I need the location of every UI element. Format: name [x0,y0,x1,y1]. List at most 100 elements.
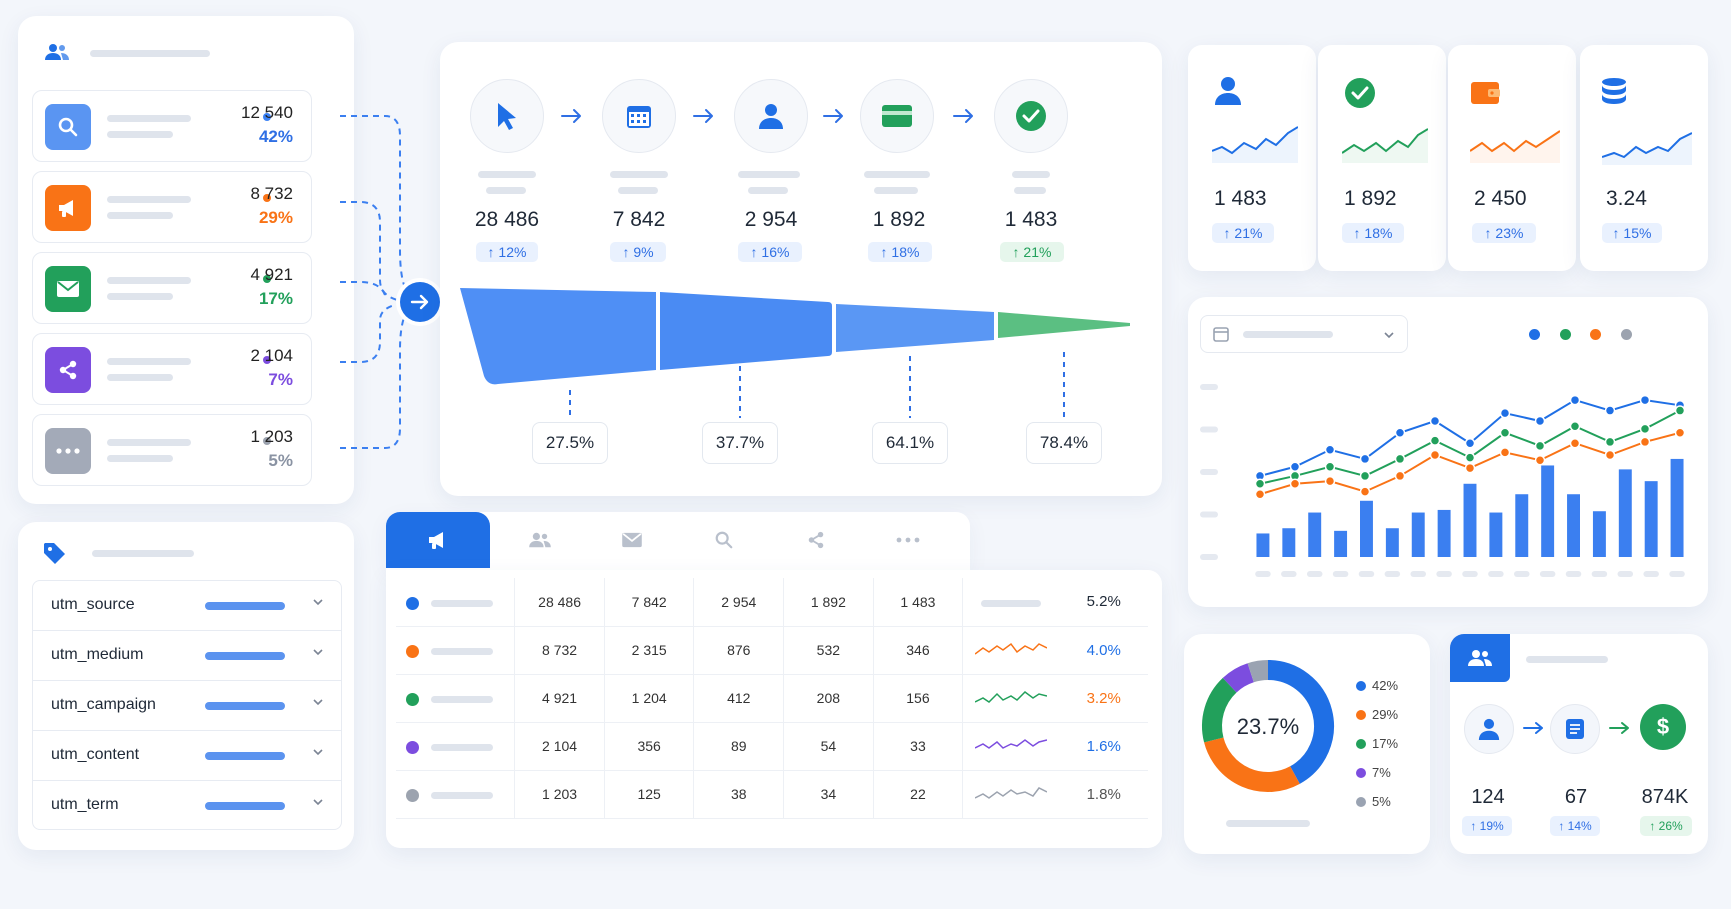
conversion-rate-cell: 5.2% [1059,578,1148,627]
chart-point [1499,427,1511,439]
source-row-other[interactable]: 1 203 5% [32,414,312,486]
tab-more[interactable] [860,512,956,568]
share-icon [808,531,824,549]
source-row-social[interactable]: 2 104 7% [32,333,312,405]
kpi-card[interactable]: 1 892 ↑ 18% [1318,45,1446,271]
arrow-right-icon[interactable] [400,282,440,322]
tab-search[interactable] [676,512,772,568]
channel-name-cell [396,626,516,675]
trend-cell [962,722,1060,771]
chart-point [1464,452,1476,463]
chart-bar [1541,465,1555,557]
x-tick-placeholder [1565,571,1582,577]
tab-email[interactable] [584,512,680,568]
chart-bar [1489,512,1503,557]
chevron-down-icon[interactable] [311,745,325,759]
x-tick-placeholder [1617,571,1634,577]
table-row[interactable]: 8 732 2 315 876 532 346 4.0% [396,626,1148,675]
chart-bar [1463,483,1477,557]
table-row[interactable]: 2 104 356 89 54 33 1.6% [396,722,1148,771]
channel-table-panel: 28 486 7 842 2 954 1 892 1 483 5.2% 8 732 2 315… [386,512,1162,848]
source-value: 4 921 [250,265,293,284]
table-cell: 1 203 [514,770,605,819]
tag-icon [44,543,65,564]
chart-point [1429,415,1441,427]
legend-item: 5% [1356,792,1391,812]
legend-dot [263,113,271,121]
chevron-down-icon[interactable] [311,795,325,809]
source-percent: 5% [268,451,293,470]
table-cell: 156 [873,674,964,723]
chart-bar [1644,481,1658,557]
table-cell: 412 [693,674,785,723]
tab-bar [386,512,970,570]
chart-point [1639,394,1651,406]
user-icon [1215,77,1241,105]
chevron-down-icon[interactable] [311,595,325,609]
users-icon [1468,650,1492,666]
search-icon [45,104,91,150]
chart-point [1534,415,1546,427]
panel-title-placeholder [92,550,194,557]
kpi-value: 1 892 [1344,187,1397,210]
chart-point [1324,475,1336,487]
chart-bar [1334,530,1348,557]
legend-item: 7% [1356,763,1391,783]
chevron-down-icon[interactable] [311,695,325,709]
utm-param-label: utm_campaign [51,696,156,713]
megaphone-icon [429,532,443,549]
conversion-rate: 37.7% [702,422,778,464]
tab-social[interactable] [768,512,864,568]
x-tick-placeholder [1306,571,1323,577]
chart-point [1464,437,1476,449]
utm-row[interactable]: utm_source [32,580,342,630]
kpi-value: 3.24 [1606,187,1647,210]
channel-table-body: 28 486 7 842 2 954 1 892 1 483 5.2% 8 732 2 315… [386,570,1162,848]
source-row-ads[interactable]: 8 732 29% [32,171,312,243]
utm-row[interactable]: utm_term [32,780,342,830]
calendar-icon [602,79,676,153]
source-row-email[interactable]: 4 921 17% [32,252,312,324]
check-icon [994,79,1068,153]
table-row[interactable]: 1 203 125 38 34 22 1.8% [396,770,1148,819]
flow-header-icon [1450,634,1510,682]
tab-ads[interactable] [386,512,490,568]
utm-row[interactable]: utm_campaign [32,680,342,730]
date-range-select[interactable] [1200,315,1408,353]
table-cell: 89 [693,722,785,771]
flow-change: ↑ 14% [1550,816,1600,836]
source-value: 2 104 [250,346,293,365]
channel-dot [406,596,419,610]
trend-chart-card [1188,297,1708,607]
utm-param-label: utm_term [51,796,119,813]
chart-point [1674,405,1686,416]
kpi-card[interactable]: 2 450 ↑ 23% [1448,45,1576,271]
kpi-card[interactable]: 3.24 ↑ 15% [1580,45,1708,271]
table-cell: 4 921 [514,674,605,723]
trend-cell [962,578,1060,627]
trend-cell [962,674,1060,723]
table-cell: 34 [783,770,874,819]
kpi-card[interactable]: 1 483 ↑ 21% [1188,45,1316,271]
legend-dot [263,437,271,445]
tab-audience[interactable] [492,512,588,568]
table-row[interactable]: 4 921 1 204 412 208 156 3.2% [396,674,1148,723]
chevron-down-icon[interactable] [311,645,325,659]
mail-icon [45,266,91,312]
chart-point [1429,435,1441,446]
legend-dot [1560,329,1571,340]
x-tick-placeholder [1410,571,1426,577]
sparkline [974,786,1048,799]
utm-row[interactable]: utm_medium [32,630,342,680]
panel-title-placeholder [1526,656,1608,663]
chart-bar [1385,528,1399,557]
trend-chart [1200,384,1686,577]
chart-point [1534,454,1546,466]
trend-cell [962,626,1060,675]
utm-row[interactable]: utm_content [32,730,342,780]
trend-cell [962,770,1060,819]
source-row-search[interactable]: 12 540 42% [32,90,312,162]
table-row[interactable]: 28 486 7 842 2 954 1 892 1 483 5.2% [396,578,1148,627]
channel-dot [406,788,419,802]
legend-dot [1621,329,1632,340]
